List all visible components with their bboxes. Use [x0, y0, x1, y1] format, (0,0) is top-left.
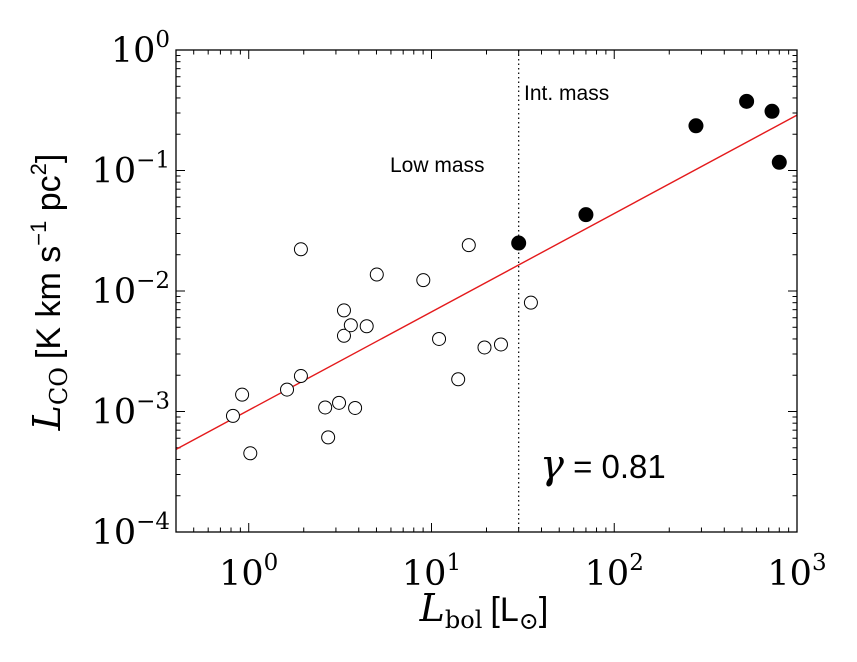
y-label-close: ]: [30, 154, 68, 163]
x-tick-label-base: 10: [219, 554, 264, 594]
x-tick-label-exponent: 3: [812, 550, 827, 576]
x-axis-label: Lbol [L⊙]: [419, 586, 549, 635]
data-point-open: [293, 369, 308, 384]
axis-ticks: [175, 49, 798, 533]
y-label-sub: CO: [45, 367, 73, 405]
data-point-open: [332, 395, 347, 410]
y-tick-label-base: 10: [92, 152, 137, 192]
data-point-filled: [739, 93, 755, 109]
y-tick-label: 10−4: [92, 509, 170, 553]
data-point-filled: [688, 118, 704, 134]
y-tick-label: 10−3: [92, 389, 170, 433]
x-tick-label-base: 10: [767, 554, 812, 594]
x-tick-label: 103: [767, 550, 826, 594]
data-point-filled: [764, 103, 780, 119]
data-point-open: [293, 242, 308, 257]
fit-line: [175, 114, 798, 450]
x-label-close: ]: [539, 591, 548, 629]
y-tick-label: 10−2: [92, 268, 170, 312]
data-point-open: [359, 319, 374, 334]
gamma-value: = 0.81: [564, 448, 666, 485]
y-tick-label-base: 10: [92, 272, 137, 312]
data-point-open: [318, 400, 333, 415]
data-point-open: [477, 340, 492, 355]
data-point-open: [523, 295, 538, 310]
y-tick-label-exponent: −1: [136, 148, 170, 174]
data-point-open: [432, 331, 447, 346]
data-point-filled: [578, 207, 594, 223]
data-points: [225, 93, 787, 461]
x-tick-label-base: 10: [402, 554, 447, 594]
x-label-unit: [L: [490, 591, 518, 629]
y-tick-label-exponent: 0: [155, 27, 170, 53]
data-point-open: [369, 267, 384, 282]
data-point-open: [235, 387, 250, 402]
y-tick-label: 10−1: [92, 148, 170, 192]
y-axis-label: LCO [K km s−1 pc2]: [25, 154, 73, 432]
y-label-sup2: 2: [26, 163, 51, 175]
data-point-open: [336, 303, 351, 318]
data-point-open: [416, 273, 431, 288]
data-point-open: [348, 400, 363, 415]
data-point-open: [280, 382, 295, 397]
y-tick-label-exponent: −3: [136, 389, 170, 415]
y-label-main: L: [25, 405, 69, 431]
x-tick-label-exponent: 0: [264, 550, 279, 576]
y-tick-label-exponent: −4: [136, 509, 170, 535]
low-mass-label: Low mass: [390, 154, 485, 177]
x-tick-label: 100: [219, 550, 278, 594]
y-label-sup1: −1: [26, 221, 51, 246]
y-label-unit-a: [K km s: [30, 246, 68, 359]
y-tick-label-base: 10: [92, 393, 137, 433]
x-label-main: L: [419, 586, 445, 630]
data-point-filled: [511, 235, 527, 251]
data-point-filled: [771, 154, 787, 170]
fit-line-layer: [175, 50, 798, 532]
x-label-sun: ⊙: [519, 607, 539, 635]
x-tick-label-exponent: 1: [446, 550, 461, 576]
data-point-open: [321, 430, 336, 445]
x-label-sub: bol: [445, 606, 483, 634]
int-mass-label: Int. mass: [524, 82, 609, 105]
data-point-open: [343, 318, 358, 333]
data-point-open: [243, 446, 258, 461]
x-tick-label: 102: [585, 550, 644, 594]
svg-text:LCO[K km s−1 pc2]: LCO [K km s−1 pc2]: [25, 154, 73, 432]
y-tick-label-base: 10: [111, 31, 156, 71]
x-tick-label-base: 10: [585, 554, 630, 594]
data-point-open: [461, 238, 476, 253]
gamma-symbol: γ: [540, 442, 564, 488]
data-point-open: [493, 337, 508, 352]
gamma-annotation: γ = 0.81: [540, 442, 666, 488]
plot-frame: [175, 49, 798, 533]
y-tick-label-base: 10: [92, 513, 137, 553]
data-point-open: [336, 328, 351, 343]
x-tick-label: 101: [402, 550, 461, 594]
data-point-open: [225, 408, 240, 423]
y-tick-label-exponent: −2: [136, 268, 170, 294]
y-tick-label: 100: [111, 27, 170, 71]
data-point-open: [451, 372, 466, 387]
y-label-unit-b: pc: [30, 175, 68, 220]
x-tick-label-exponent: 2: [629, 550, 644, 576]
x-tick-labels: 100 101 102 103: [219, 550, 826, 594]
